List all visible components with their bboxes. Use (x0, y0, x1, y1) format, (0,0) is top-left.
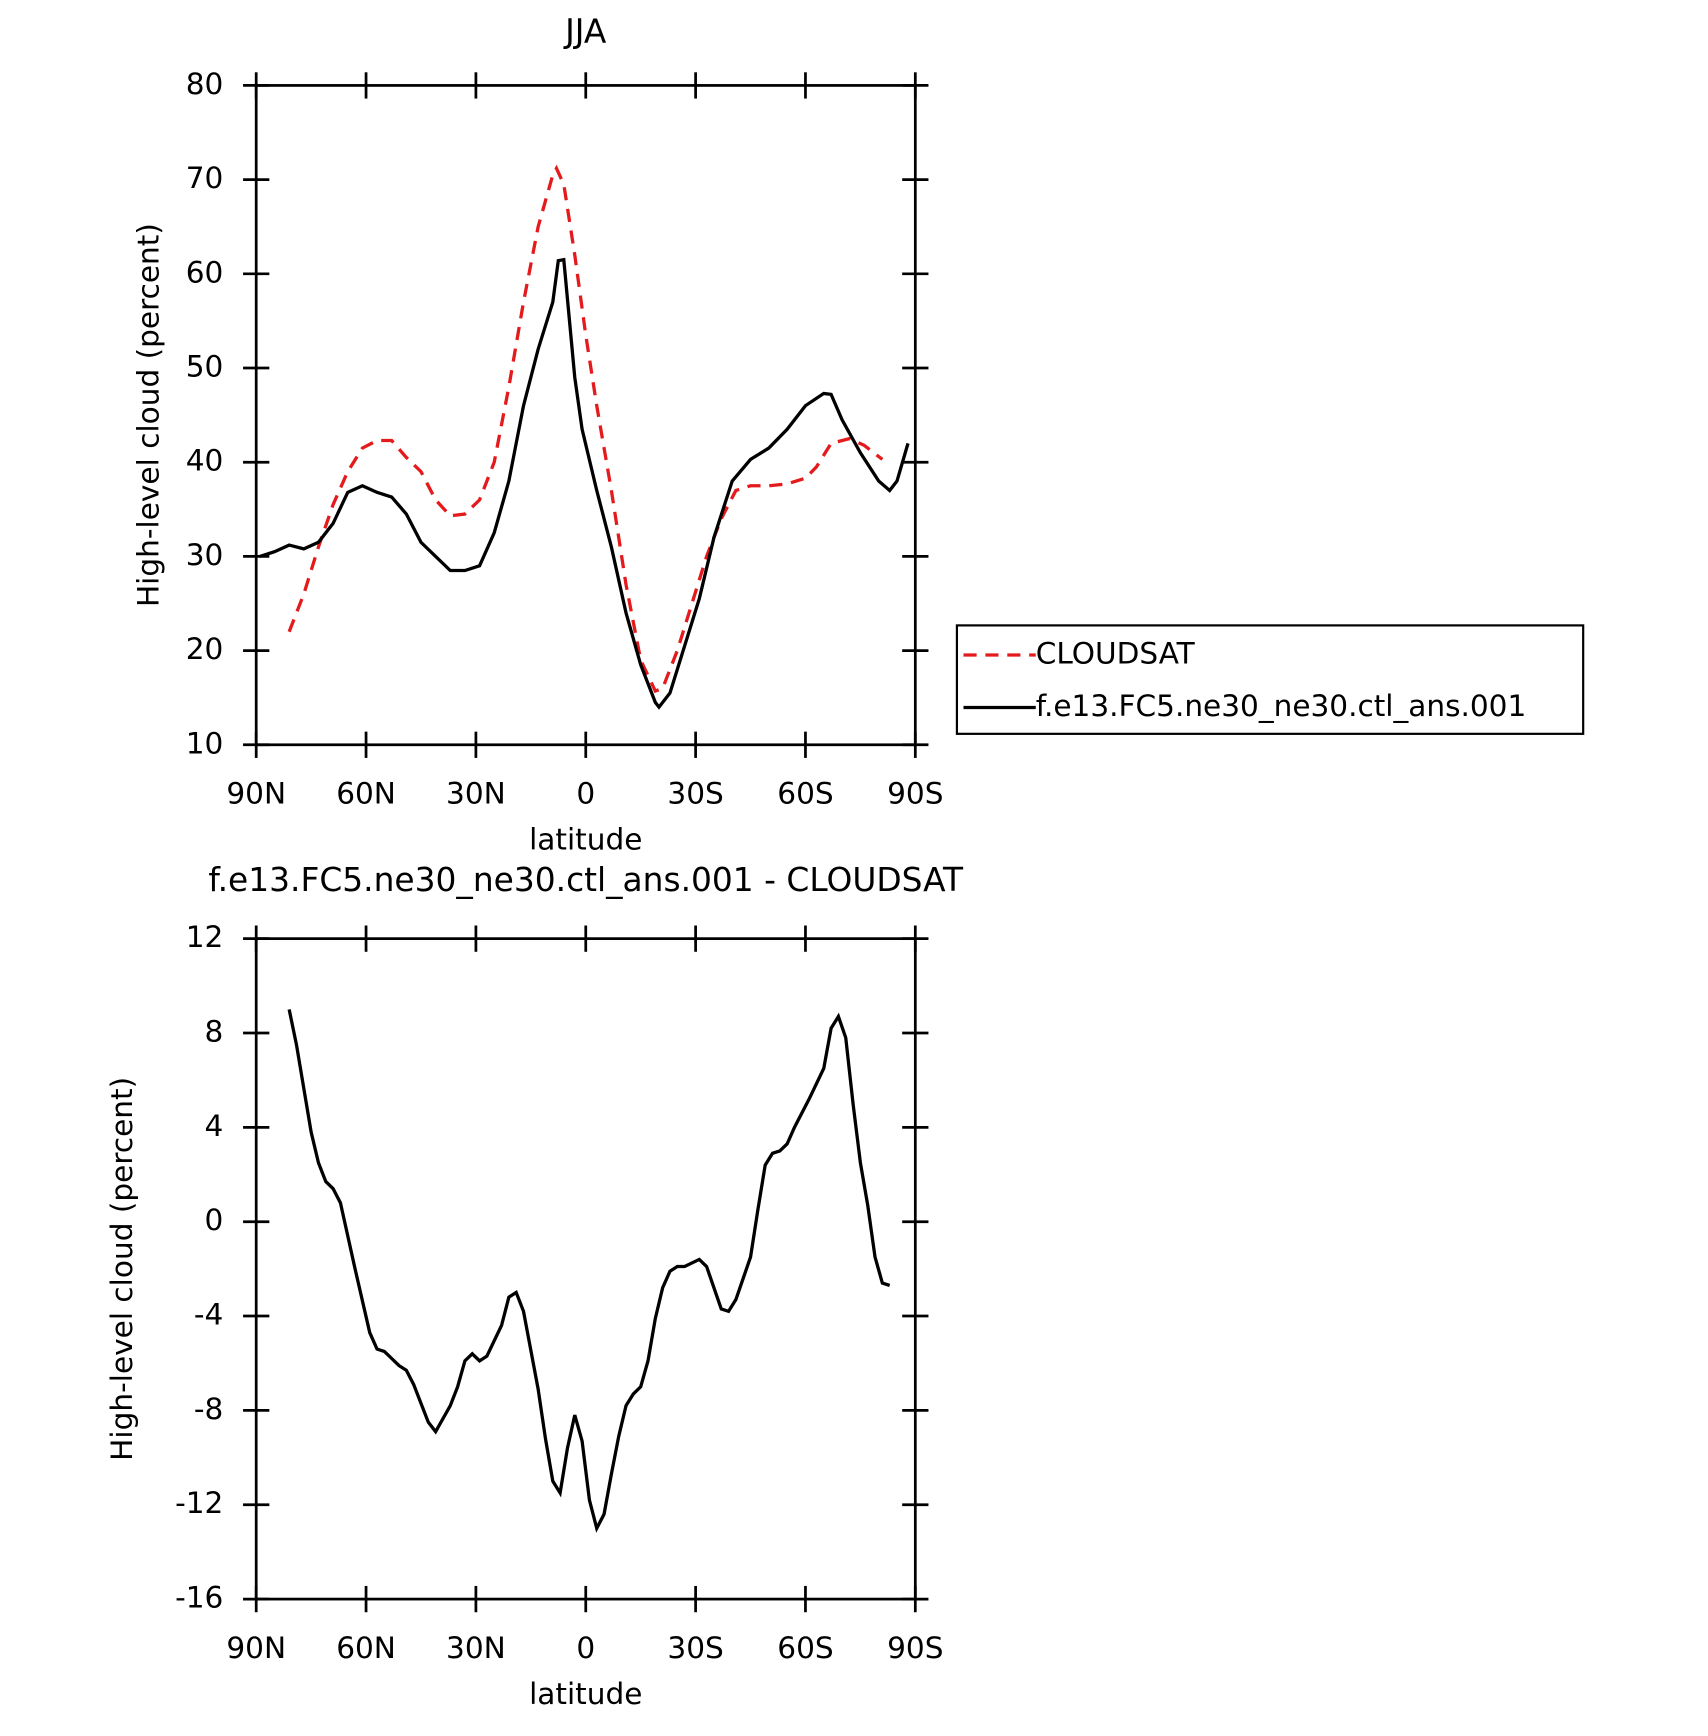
y-tick-label: -12 (175, 1486, 223, 1520)
y-tick-label: 10 (186, 726, 224, 760)
x-tick-label: 60N (336, 777, 396, 811)
x-tick-label: 0 (576, 777, 595, 811)
x-tick-label: 90N (226, 777, 286, 811)
y-tick-label: 12 (186, 920, 224, 954)
y-tick-label: 30 (186, 538, 224, 572)
x-tick-label: 30S (667, 1631, 723, 1665)
y-tick-label: -8 (194, 1392, 223, 1426)
legend-label: f.e13.FC5.ne30_ne30.ctl_ans.001 (1036, 689, 1527, 723)
legend-box (955, 624, 1585, 735)
x-tick-label: 90N (226, 1631, 286, 1665)
x-axis-label: latitude (529, 823, 642, 857)
x-tick-label: 60S (777, 777, 833, 811)
x-tick-label: 60N (336, 1631, 396, 1665)
x-tick-label: 60S (777, 1631, 833, 1665)
x-axis-label: latitude (529, 1677, 642, 1711)
x-tick-label: 0 (576, 1631, 595, 1665)
y-tick-label: 50 (186, 350, 224, 384)
y-tick-label: 80 (186, 67, 224, 101)
y-tick-label: 60 (186, 255, 224, 289)
chart-title: JJA (563, 12, 607, 50)
y-tick-label: -16 (175, 1581, 223, 1615)
y-tick-label: 8 (205, 1014, 224, 1048)
data-line (259, 257, 910, 710)
y-tick-label: 4 (205, 1109, 224, 1143)
x-tick-label: 30N (446, 777, 506, 811)
y-tick-label: 40 (186, 444, 224, 478)
x-tick-label: 30N (446, 1631, 506, 1665)
y-tick-label: 70 (186, 161, 224, 195)
chart-title: f.e13.FC5.ne30_ne30.ctl_ans.001 - CLOUDS… (208, 861, 964, 899)
data-line (287, 1009, 891, 1533)
y-axis-label: High-level cloud (percent) (105, 1077, 139, 1461)
data-line (287, 164, 884, 694)
y-tick-label: -4 (194, 1298, 223, 1332)
y-axis-label: High-level cloud (percent) (132, 223, 166, 607)
y-tick-label: 20 (186, 632, 224, 666)
y-tick-label: 0 (205, 1203, 224, 1237)
x-tick-label: 30S (667, 777, 723, 811)
x-tick-label: 90S (887, 777, 943, 811)
legend-label: CLOUDSAT (1036, 636, 1196, 670)
x-tick-label: 90S (887, 1631, 943, 1665)
plot-frame (254, 84, 917, 747)
